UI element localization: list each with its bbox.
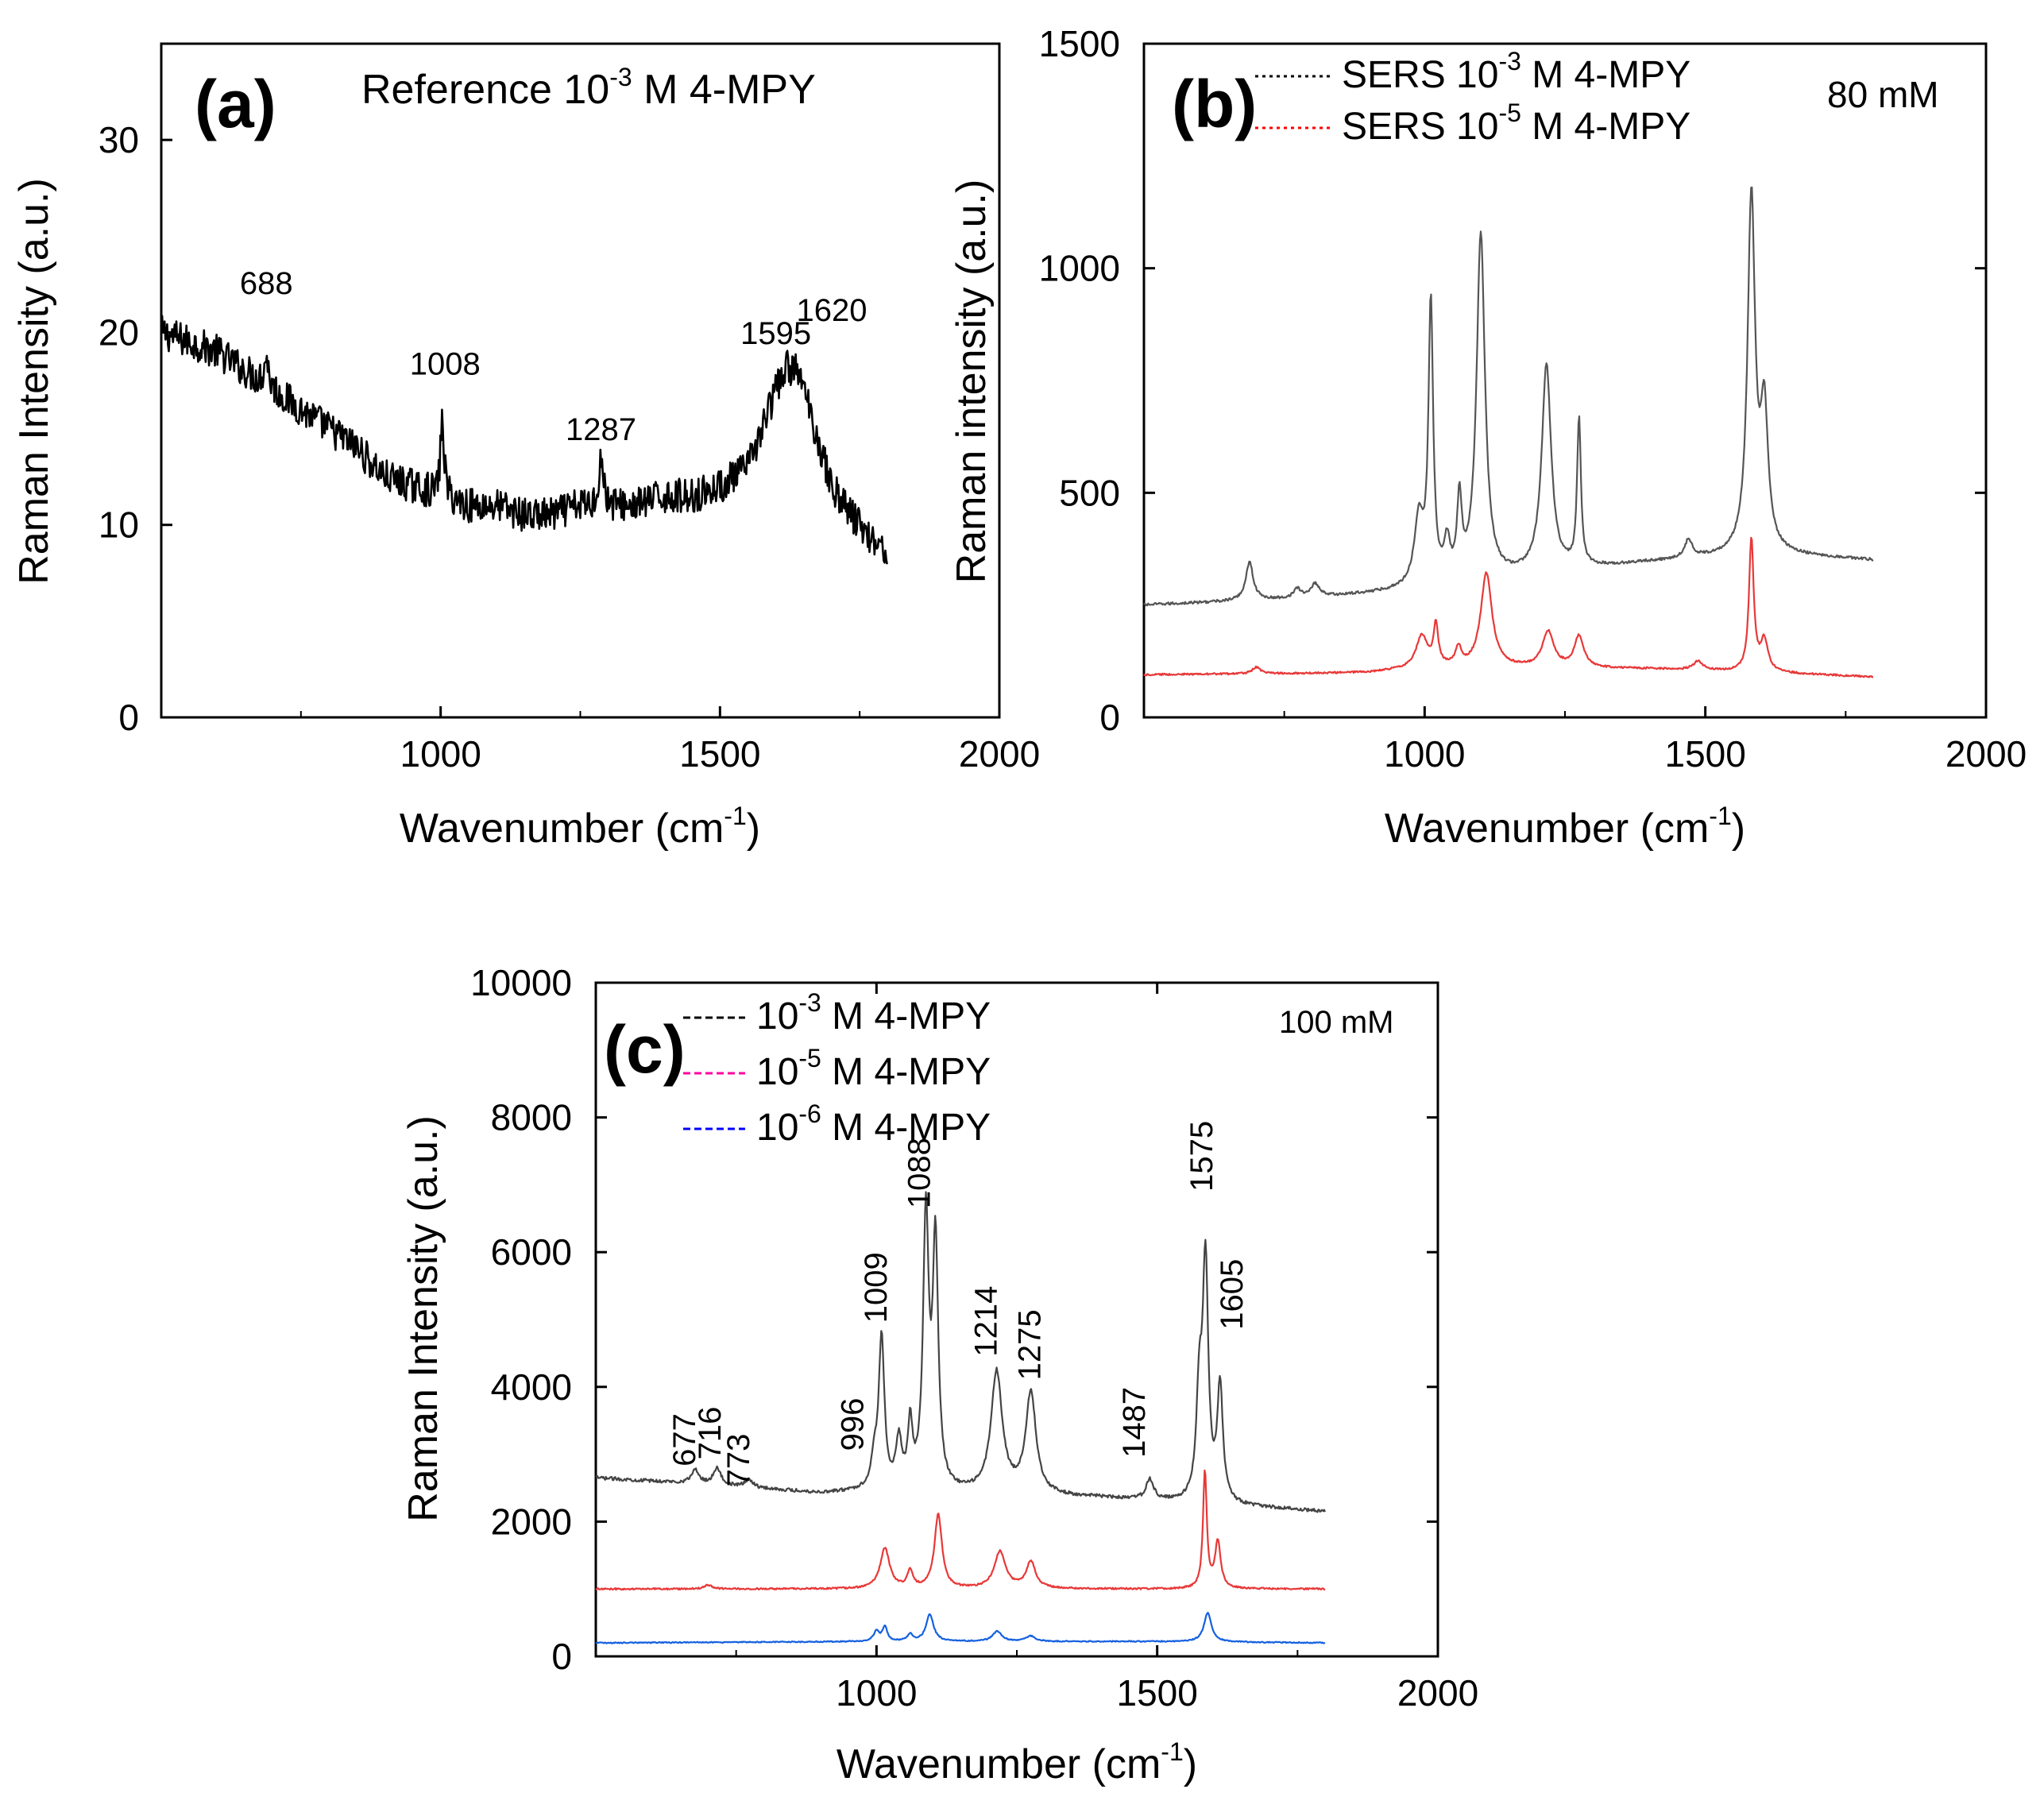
- legend-text-post: M 4-MPY: [1521, 106, 1690, 148]
- legend-entry: 10-5 M 4-MPY: [756, 1044, 991, 1093]
- peak-label: 688: [240, 266, 293, 301]
- panel-a-ylabel: Raman Intensity (a.u.): [11, 178, 57, 585]
- panel-a-title: Reference 10-3 M 4-MPY: [361, 63, 816, 113]
- legend-text-sup: -6: [798, 1099, 821, 1128]
- panel-b-ylabel: Raman intensity (a.u.): [949, 180, 995, 584]
- y-tick-label: 2000: [491, 1501, 572, 1542]
- peak-label: 773: [721, 1434, 756, 1487]
- legend-text-sup: -5: [798, 1044, 821, 1072]
- peak-label: 1620: [797, 293, 867, 328]
- peak-label: 1575: [1184, 1121, 1219, 1192]
- legend-text-sup: -5: [1498, 99, 1520, 127]
- x-tick-label: 1500: [1664, 733, 1745, 775]
- panel-a-label: (a): [195, 67, 276, 141]
- peak-label: 1008: [410, 347, 481, 382]
- legend-text-pre: 10: [756, 995, 798, 1038]
- panel-b-info-label: 80 mM: [1827, 74, 1939, 115]
- y-tick-label: 1500: [1039, 23, 1120, 64]
- y-tick-label: 8000: [491, 1097, 572, 1138]
- y-tick-label: 500: [1059, 472, 1120, 513]
- legend-text-pre: 10: [756, 1051, 798, 1093]
- x-tick-label: 1000: [1384, 733, 1465, 775]
- legend-entry: 10-3 M 4-MPY: [756, 988, 991, 1038]
- x-tick-label: 1500: [1116, 1672, 1197, 1714]
- panel-b-label: (b): [1172, 67, 1257, 141]
- legend-text-sup: -3: [798, 988, 821, 1017]
- panel-b-xlabel: Wavenumber (cm-1): [1385, 802, 1745, 852]
- legend-text-post: M 4-MPY: [821, 1051, 991, 1093]
- legend-entry: SERS 10-5 M 4-MPY: [1342, 99, 1690, 148]
- peak-label: 1595: [740, 316, 811, 351]
- legend-text-post: M 4-MPY: [821, 995, 991, 1038]
- y-tick-label: 0: [1099, 697, 1120, 738]
- peak-label: 996: [835, 1398, 870, 1451]
- x-tick-label: 2000: [959, 733, 1040, 775]
- legend-text-post: M 4-MPY: [1521, 54, 1690, 96]
- peak-label: 1088: [902, 1138, 937, 1208]
- y-tick-label: 30: [99, 119, 139, 160]
- y-tick-label: 0: [118, 697, 139, 738]
- x-tick-label: 2000: [1945, 733, 2027, 775]
- panel-a-frame: [160, 42, 1001, 719]
- series-line-2: [595, 1612, 1326, 1644]
- legend-text-pre: SERS 10: [1342, 106, 1498, 148]
- x-tick-label: 1500: [679, 733, 760, 775]
- legend-text-sup: -3: [1498, 47, 1520, 75]
- legend-text-pre: SERS 10: [1342, 54, 1498, 96]
- y-tick-label: 0: [551, 1636, 572, 1677]
- legend-text-pre: 10: [756, 1107, 798, 1149]
- series-line-0: [160, 315, 888, 565]
- series-line-1: [1143, 536, 1874, 678]
- panel-c-chart: 1000 1500 2000 0 2000 4000 6000 8000 10000 677716…: [400, 962, 1478, 1787]
- panel-c-ylabel: Raman Intensity (a.u.): [400, 1115, 446, 1522]
- series-line-1: [595, 1469, 1326, 1591]
- peak-label: 1605: [1215, 1259, 1250, 1330]
- x-tick-label: 2000: [1397, 1672, 1478, 1714]
- x-tick-label: 1000: [400, 733, 481, 775]
- peak-label: 1287: [566, 412, 636, 447]
- peak-label: 1214: [969, 1286, 1004, 1357]
- panel-c-label: (c): [604, 1012, 686, 1087]
- y-tick-label: 10000: [470, 962, 572, 1003]
- panel-b-chart: 1000 1500 2000 0 500 1000 1500 (b) 80 mM SERS …: [949, 23, 2027, 852]
- panel-b-marks: 1000 1500 2000 0 500 1000 1500: [1039, 23, 2027, 775]
- panel-c-info-label: 100 mM: [1279, 1005, 1394, 1040]
- y-tick-label: 6000: [491, 1231, 572, 1273]
- y-tick-label: 10: [99, 504, 139, 546]
- y-tick-label: 20: [99, 311, 139, 353]
- series-line-0: [595, 1191, 1326, 1513]
- legend-text-post: M 4-MPY: [821, 1107, 991, 1149]
- series-line-0: [1143, 186, 1874, 607]
- panel-a-xlabel: Wavenumber (cm-1): [400, 802, 760, 852]
- legend-entry: 10-6 M 4-MPY: [756, 1099, 991, 1149]
- panel-c-xlabel: Wavenumber (cm-1): [837, 1737, 1197, 1787]
- x-tick-label: 1000: [836, 1672, 917, 1714]
- y-tick-label: 1000: [1039, 248, 1120, 289]
- peak-label: 1487: [1117, 1387, 1152, 1458]
- legend-entry: SERS 10-3 M 4-MPY: [1342, 47, 1690, 96]
- peak-label: 1275: [1013, 1309, 1048, 1380]
- panel-c-marks: 1000 1500 2000 0 2000 4000 6000 8000 10000 677716…: [470, 962, 1478, 1714]
- y-tick-label: 4000: [491, 1366, 572, 1408]
- peak-label: 677: [667, 1413, 702, 1466]
- peak-label: 1009: [859, 1252, 894, 1323]
- peak-label: 716: [693, 1407, 728, 1460]
